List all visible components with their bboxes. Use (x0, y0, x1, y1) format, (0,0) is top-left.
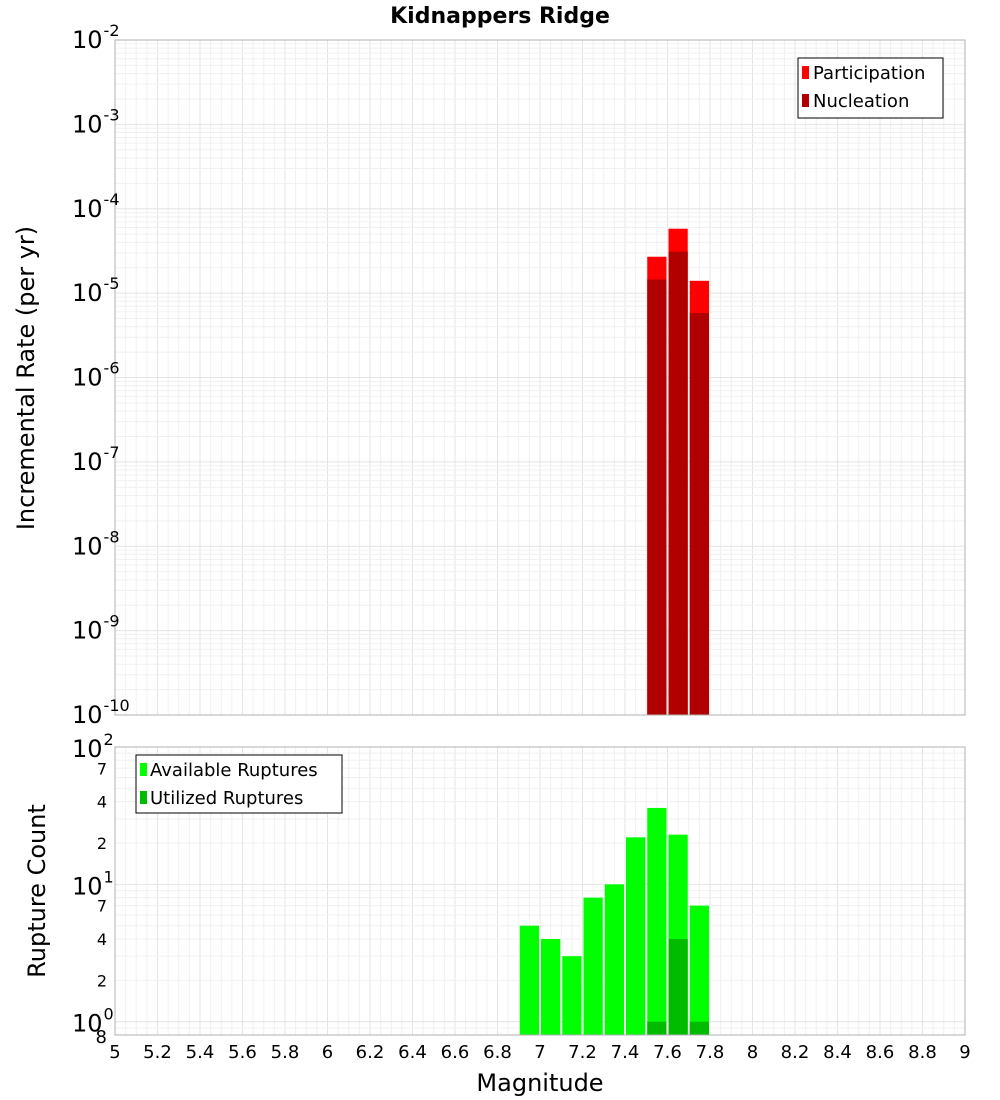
bar-available-ruptures (519, 925, 539, 1035)
legend-swatch-available-ruptures (140, 763, 147, 776)
legend-swatch-nucleation (802, 94, 809, 107)
y-tick-label: 100 (72, 1005, 114, 1038)
bar-available-ruptures (562, 956, 582, 1035)
legend-label-participation: Participation (813, 63, 925, 84)
bar-nucleation (689, 313, 709, 715)
y-tick-label: 10-8 (72, 527, 120, 560)
count-legend-box (135, 754, 343, 814)
x-tick-label: 5.4 (186, 1042, 215, 1063)
y-tick-label: 101 (72, 867, 114, 900)
x-tick-label: 6.2 (356, 1042, 385, 1063)
bar-nucleation (647, 279, 667, 715)
count-y-axis-ticks: 100 101 102 2 4 7 2 4 7 8 (72, 730, 114, 1048)
rate-y-axis-ticks: 10-10 10-9 10-8 10-7 10-6 10-5 10-4 10-3 10-2 (72, 21, 130, 729)
bar-available-ruptures (604, 884, 624, 1035)
y-tick-label: 102 (72, 730, 114, 763)
magnitude-x-axis-ticks: 5 5.2 5.4 5.6 5.8 6 6.2 6.4 6.6 6.8 7 7.2 7.4 7.6 7.8 8… (109, 1042, 970, 1063)
y-tick-label: 10-5 (72, 274, 120, 307)
x-tick-label: 9 (959, 1042, 970, 1063)
x-tick-label: 7.4 (611, 1042, 640, 1063)
y-tick-label: 10-10 (72, 696, 130, 729)
count-plot-area (114, 746, 966, 1036)
x-tick-label: 5 (109, 1042, 120, 1063)
legend-label-available-ruptures: Available Ruptures (150, 760, 318, 781)
y-tick-label: 10-4 (72, 190, 120, 223)
bar-available-ruptures (689, 905, 709, 1035)
x-tick-label: 8.4 (823, 1042, 852, 1063)
y-minor-tick-label: 2 (97, 971, 107, 990)
y-tick-label: 10-2 (72, 21, 120, 54)
x-tick-label: 8 (747, 1042, 758, 1063)
rate-plot-bars (647, 228, 709, 716)
y-minor-tick-label: 8 (96, 1027, 107, 1048)
y-minor-tick-label: 7 (97, 897, 107, 916)
legend-label-utilized-ruptures: Utilized Ruptures (150, 788, 303, 809)
count-y-axis-label: Rupture Count (23, 804, 51, 978)
x-tick-label: 6 (322, 1042, 333, 1063)
bar-utilized-ruptures (668, 939, 688, 1035)
x-tick-label: 6.8 (483, 1042, 512, 1063)
x-tick-label: 6.6 (441, 1042, 470, 1063)
x-tick-label: 7 (534, 1042, 545, 1063)
x-tick-label: 5.8 (271, 1042, 300, 1063)
y-minor-tick-label: 2 (97, 834, 107, 853)
count-legend: Available Ruptures Utilized Ruptures (135, 754, 343, 814)
legend-swatch-utilized-ruptures (140, 791, 147, 804)
y-minor-tick-label: 4 (97, 930, 107, 949)
rate-plot-grid (114, 39, 966, 716)
x-axis-label: Magnitude (476, 1069, 603, 1097)
bar-available-ruptures (541, 939, 561, 1035)
y-minor-tick-label: 7 (97, 759, 107, 778)
x-tick-label: 8.6 (866, 1042, 895, 1063)
y-tick-label: 10-6 (72, 359, 120, 392)
x-tick-label: 7.6 (653, 1042, 682, 1063)
bar-available-ruptures (583, 897, 603, 1035)
bar-utilized-ruptures (647, 1021, 667, 1035)
x-tick-label: 8.2 (781, 1042, 810, 1063)
x-tick-label: 5.6 (228, 1042, 257, 1063)
x-tick-label: 5.2 (143, 1042, 172, 1063)
bar-available-ruptures (647, 807, 667, 1035)
x-tick-label: 8.8 (908, 1042, 937, 1063)
count-plot-bars (519, 807, 709, 1035)
rate-y-axis-label: Incremental Rate (per yr) (12, 226, 40, 530)
x-tick-label: 7.2 (568, 1042, 597, 1063)
bar-available-ruptures (626, 837, 646, 1035)
y-tick-label: 10-3 (72, 105, 120, 138)
legend-swatch-participation (802, 66, 809, 79)
bar-nucleation (668, 251, 688, 715)
rate-legend-box (797, 57, 944, 119)
y-tick-label: 10-9 (72, 612, 120, 645)
y-minor-tick-label: 4 (97, 793, 107, 812)
y-tick-label: 10-7 (72, 443, 120, 476)
chart-title: Kidnappers Ridge (390, 4, 610, 29)
rate-plot-area (114, 39, 966, 716)
x-tick-label: 6.4 (398, 1042, 427, 1063)
x-tick-label: 7.8 (696, 1042, 725, 1063)
legend-label-nucleation: Nucleation (813, 91, 909, 112)
rate-legend: Participation Nucleation (797, 57, 944, 119)
bar-utilized-ruptures (689, 1021, 709, 1035)
